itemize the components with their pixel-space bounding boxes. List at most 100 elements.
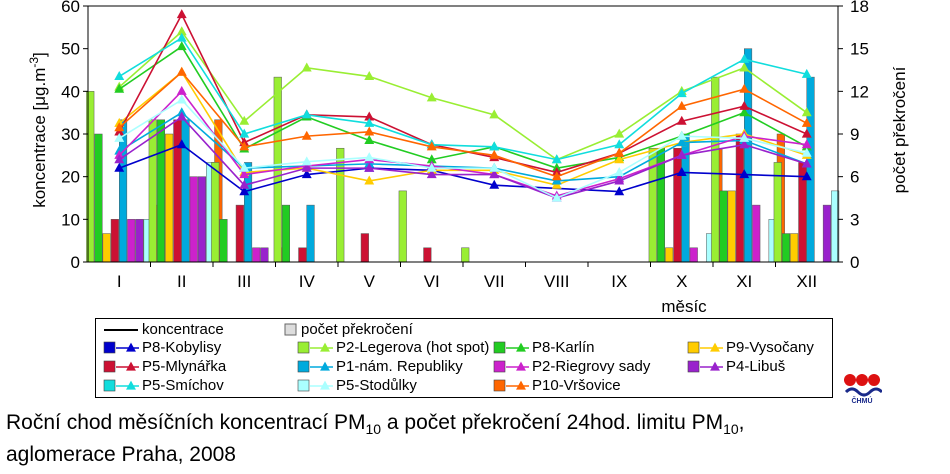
point-p5-sm-chov xyxy=(614,139,625,149)
point-p10-vr-ovice xyxy=(176,66,187,76)
x-axis-title: měsíc xyxy=(661,297,707,316)
bar-p9-vyso-any xyxy=(102,233,111,263)
point-p10-vr-ovice xyxy=(114,122,125,132)
bar-p5-mlyn-ka xyxy=(360,233,369,263)
bar-p1-n-m-republiky xyxy=(744,48,753,263)
bar-p8-karl-n xyxy=(719,190,728,263)
point-p2-legerova-hot-spot- xyxy=(239,115,250,125)
point-p5-sm-chov xyxy=(739,53,750,63)
bar-p5-mlyn-ka xyxy=(235,204,244,263)
legend-item-p2-riegrovy-sady-label: P2-Riegrovy sady xyxy=(532,358,651,375)
legend-item-p5-sm-chov-symbol xyxy=(103,379,139,392)
point-p5-mlyn-ka xyxy=(801,128,812,138)
bar-p2-legerova-hot-spot- xyxy=(773,162,782,263)
p5-sm-chov-triangle xyxy=(126,380,136,390)
legend-item-p2-legerova-hot-spot--symbol xyxy=(297,341,333,354)
bar-p4-libu- xyxy=(135,219,144,263)
bar-p8-karl-n xyxy=(156,119,165,263)
bar-p5-mlyn-ka xyxy=(735,133,744,263)
point-p8-karl-n xyxy=(364,135,375,144)
bar-p8-karl-n xyxy=(281,204,290,263)
bar-p2-riegrovy-sady xyxy=(189,176,198,263)
bar-p1-n-m-republiky xyxy=(806,76,815,263)
p4-libu--triangle xyxy=(710,361,720,371)
bar-p2-legerova-hot-spot- xyxy=(211,162,220,263)
point-p2-legerova-hot-spot- xyxy=(176,26,187,36)
legend-item-p5-mlyn-ka-label: P5-Mlynářka xyxy=(142,358,227,375)
point-p10-vr-ovice xyxy=(614,147,625,157)
point-p5-sm-chov xyxy=(239,128,250,138)
chmu-logo: ČHMÚ xyxy=(842,372,884,412)
point-p5-stod-lky xyxy=(426,162,437,172)
point-p10-vr-ovice xyxy=(239,141,250,151)
point-p2-legerova-hot-spot- xyxy=(364,71,375,80)
point-p5-stod-lky xyxy=(551,192,562,202)
y-axis-title: koncentrace [μg.m-3] xyxy=(27,52,49,208)
bar-p5-mlyn-ka xyxy=(173,119,182,263)
bar-p2-riegrovy-sady xyxy=(252,247,261,263)
point-p2-legerova-hot-spot- xyxy=(301,62,312,72)
y-tick-label: 10 xyxy=(61,210,80,229)
point-p4-libu- xyxy=(676,149,687,159)
legend-item-p2-riegrovy-sady-symbol xyxy=(493,360,529,373)
line-p1-n-m-republiky xyxy=(118,111,808,182)
point-p10-vr-ovice xyxy=(801,117,812,127)
y-tick-label: 60 xyxy=(61,0,80,16)
bar-p2-riegrovy-sady xyxy=(752,204,761,263)
bar-p5-mlyn-ka xyxy=(423,247,432,263)
point-p5-sm-chov xyxy=(364,117,375,127)
y-tick-label: 30 xyxy=(61,125,80,144)
bar-p2-legerova-hot-spot- xyxy=(711,76,720,263)
legend-item-p5-stod-lky-symbol xyxy=(297,379,333,392)
y2-tick-label: 6 xyxy=(850,168,859,187)
x-tick-label: III xyxy=(237,272,251,291)
point-p8-karl-n xyxy=(176,41,187,51)
bar-p4-libu- xyxy=(822,204,832,263)
point-p2-riegrovy-sady xyxy=(801,139,812,149)
point-p5-sm-chov xyxy=(489,141,500,151)
x-tick-label: VII xyxy=(484,272,505,291)
y-tick-label: 40 xyxy=(61,82,80,101)
point-p8-kobylisy xyxy=(239,186,250,196)
bar-p5-mlyn-ka xyxy=(673,147,682,263)
chmu-logo-icon xyxy=(844,374,884,397)
bar-p5-mlyn-ka xyxy=(110,219,119,263)
bar-p9-vyso-any xyxy=(165,133,174,263)
y2-tick-label: 12 xyxy=(850,82,869,101)
point-p2-riegrovy-sady xyxy=(239,169,250,179)
legend-item-p10-vr-ovice-label: P10-Vršovice xyxy=(532,377,621,394)
point-p5-stod-lky xyxy=(676,130,687,140)
point-p4-libu- xyxy=(489,169,500,179)
line-p5-sm-chov xyxy=(118,36,807,161)
bar-p2-legerova-hot-spot- xyxy=(148,119,157,263)
point-p5-stod-lky xyxy=(614,167,625,176)
point-p5-stod-lky xyxy=(114,132,125,142)
point-p4-libu- xyxy=(301,162,312,172)
legend-item-p4-libu--symbol xyxy=(687,360,723,373)
x-tick-label: VIII xyxy=(544,272,570,291)
x-tick-label: X xyxy=(676,272,687,291)
legend-item-p9-vyso-any-symbol xyxy=(687,341,723,354)
x-tick-label: I xyxy=(117,272,122,291)
x-tick-label: XI xyxy=(736,272,752,291)
point-p2-legerova-hot-spot- xyxy=(426,92,437,102)
point-p8-karl-n xyxy=(426,154,437,164)
chart-legend: koncentrace počet překročení P8-Kobylisy P2… xyxy=(95,318,833,398)
point-p5-stod-lky xyxy=(739,132,750,142)
legend-item-p2-legerova-hot-spot--label: P2-Legerova (hot spot) xyxy=(336,339,490,356)
point-p8-kobylisy xyxy=(176,139,187,149)
point-p5-stod-lky xyxy=(301,156,312,166)
point-p2-legerova-hot-spot- xyxy=(801,107,812,117)
bar-p9-vyso-any xyxy=(665,247,674,263)
legend-item-p8-karl-n-symbol xyxy=(493,341,529,354)
legend-item-p4-libu--label: P4-Libuš xyxy=(726,358,786,375)
point-p2-legerova-hot-spot- xyxy=(489,109,500,119)
point-p8-karl-n xyxy=(739,107,750,117)
legend-item-p9-vyso-any-label: P9-Vysočany xyxy=(726,339,814,356)
point-p4-libu- xyxy=(614,175,625,185)
legend-item-p8-kobylisy-symbol xyxy=(103,341,139,354)
p8-karl-n-triangle xyxy=(516,342,526,352)
point-p5-sm-chov xyxy=(551,154,562,164)
bar-p5-mlyn-ka xyxy=(298,247,307,263)
bar-p8-karl-n xyxy=(219,219,228,263)
